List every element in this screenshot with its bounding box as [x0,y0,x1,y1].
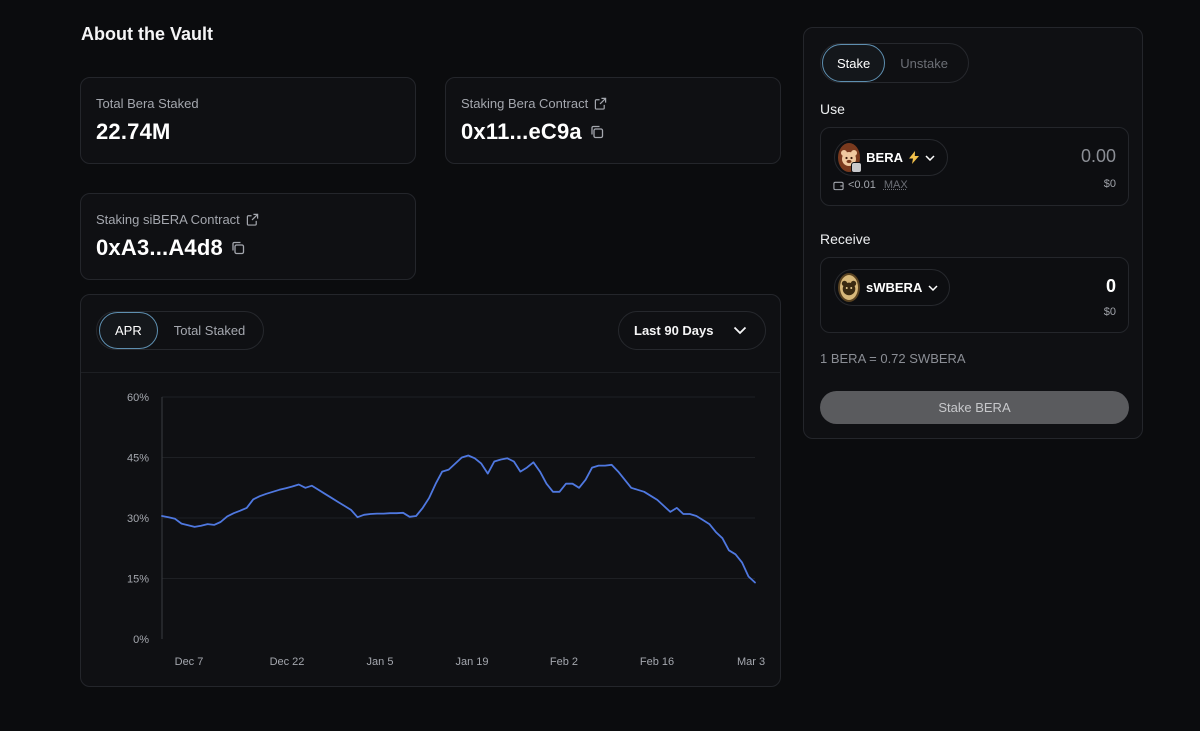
use-token-selector[interactable]: BERA [834,139,948,176]
total-bera-staked-label: Total Bera Staked [96,96,199,111]
staking-sibera-contract-label-row: Staking siBERA Contract [96,212,400,227]
staking-sibera-contract-label: Staking siBERA Contract [96,212,240,227]
copy-icon[interactable] [231,241,245,255]
wallet-icon [833,180,844,191]
chart-metric-toggle: APR Total Staked [96,311,265,350]
tab-total-staked[interactable]: Total Staked [173,323,246,338]
use-token-name: BERA [866,150,903,165]
x-tick-label: Feb 16 [640,656,674,668]
stake-panel: Stake Unstake Use BERA 0.00 <0.01 MAX $0 [803,27,1143,439]
staking-bera-contract-card: Staking Bera Contract 0x11...eC9a [445,77,781,164]
y-tick-label: 15% [127,574,149,586]
stake-bera-button[interactable]: Stake BERA [820,391,1129,424]
use-token-box: BERA 0.00 <0.01 MAX $0 [820,127,1129,206]
y-tick-label: 0% [133,634,149,646]
y-tick-label: 30% [127,513,149,525]
copy-icon[interactable] [590,125,604,139]
x-tick-label: Dec 7 [175,656,204,668]
max-button[interactable]: MAX [883,179,908,191]
chevron-down-icon [928,284,938,291]
tab-apr[interactable]: APR [99,312,158,349]
staking-sibera-contract-row: 0xA3...A4d8 [96,235,400,261]
chart-panel: APR Total Staked Last 90 Days 0% 15% 30% 45… [80,294,781,687]
x-tick-label: Jan 5 [367,656,394,668]
use-amount-input[interactable]: 0.00 [1080,146,1116,166]
staking-sibera-contract-value: 0xA3...A4d8 [96,235,223,260]
y-tick-label: 45% [127,453,149,465]
staking-bera-contract-row: 0x11...eC9a [461,119,765,145]
date-range-value: Last 90 Days [634,323,714,338]
x-tick-label: Mar 3 [737,656,765,668]
staking-bera-contract-label: Staking Bera Contract [461,96,589,111]
receive-token-selector[interactable]: sWBERA [834,269,950,306]
bera-token-icon [838,143,863,173]
apr-line-chart: 0% 15% 30% 45% 60% Dec 7 Dec 22 Jan 5 Jan 19 Feb … [127,392,765,668]
staking-sibera-contract-card: Staking siBERA Contract 0xA3...A4d8 [80,193,416,280]
staking-bera-contract-value: 0x11...eC9a [461,119,582,144]
receive-label: Receive [820,231,871,247]
use-usd-value: $0 [1103,178,1116,190]
apr-series-line [161,454,756,584]
lightning-icon [909,151,919,164]
y-tick-label: 60% [127,392,149,404]
page-title: About the Vault [81,24,213,44]
swbera-token-icon [838,273,860,302]
total-bera-staked-card: Total Bera Staked 22.74M [80,77,416,164]
tab-stake[interactable]: Stake [822,44,886,82]
external-link-icon[interactable] [594,97,607,110]
chevron-down-icon [733,326,747,335]
stake-unstake-toggle: Stake Unstake [820,43,969,83]
use-label: Use [820,101,845,117]
receive-usd-value: $0 [1103,306,1116,318]
x-tick-label: Jan 19 [455,656,488,668]
use-balance: <0.01 MAX [833,179,908,191]
chart-divider [81,372,780,373]
exchange-rate: 1 BERA = 0.72 SWBERA [820,351,966,366]
external-link-icon[interactable] [246,213,259,226]
receive-token-name: sWBERA [866,280,923,295]
date-range-select[interactable]: Last 90 Days [618,311,766,350]
total-bera-staked-value: 22.74M [96,119,171,144]
use-balance-value: <0.01 [848,179,876,191]
receive-token-box: sWBERA 0 $0 [820,257,1129,333]
x-tick-label: Feb 2 [550,656,578,668]
x-tick-label: Dec 22 [270,656,305,668]
receive-amount: 0 [1105,276,1116,296]
chevron-down-icon [925,154,935,161]
staking-bera-contract-label-row: Staking Bera Contract [461,96,765,111]
tab-unstake[interactable]: Unstake [900,55,948,71]
